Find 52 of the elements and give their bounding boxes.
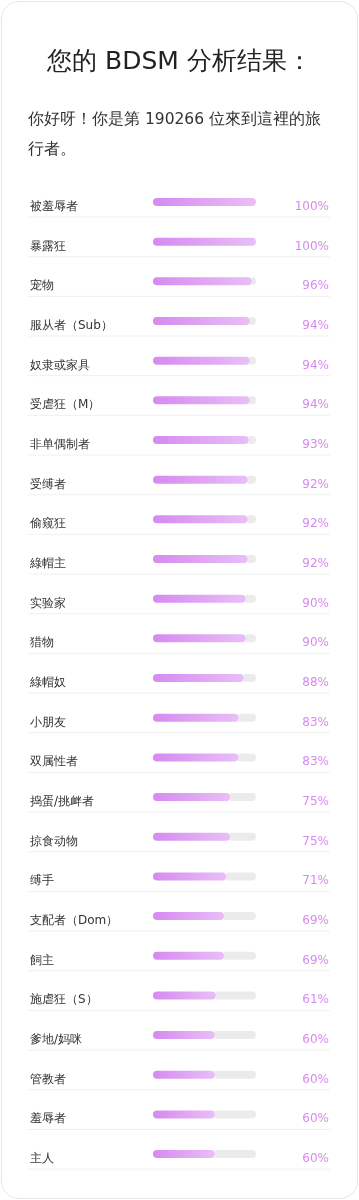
y-tick-label: 奴隶或家具 [30,357,90,372]
data-label: 100% [294,238,329,253]
data-label: 92% [302,556,329,571]
y-tick-label: 双属性者 [30,754,78,769]
y-tick-label: 小朋友 [30,714,66,729]
y-tick-label: 非单偶制者 [30,437,90,452]
data-label: 60% [302,1071,329,1086]
y-tick-label: 綠帽主 [29,556,66,571]
y-tick-label: 受虐狂（M） [30,397,101,412]
y-tick-label: 支配者（Dom） [30,913,119,928]
y-tick-label: 宠物 [30,278,54,293]
data-label: 69% [302,913,329,928]
data-label: 92% [302,476,329,491]
y-tick-label: 服从者（Sub） [30,318,113,333]
y-tick-label: 施虐狂（S） [30,992,98,1007]
data-label: 88% [302,675,329,690]
data-label: 90% [302,595,329,610]
data-label: 83% [302,754,329,769]
y-tick-label: 爹地/妈咪 [30,1032,83,1047]
data-label: 71% [302,873,329,888]
data-label: 69% [302,952,329,967]
y-tick-label: 綠帽奴 [29,675,66,690]
data-label: 94% [302,397,329,412]
y-tick-label: 被羞辱者 [30,199,78,213]
y-tick-label: 偷窥狂 [30,516,66,531]
y-tick-label: 暴露狂 [30,238,66,253]
y-tick-label: 主人 [30,1151,54,1166]
y-tick-label: 管教者 [30,1071,66,1086]
data-label: 93% [302,437,329,452]
data-label: 100% [294,199,329,213]
y-tick-label: 羞辱者 [30,1111,66,1126]
chart-title: 您的 BDSM 分析结果： [46,45,313,77]
y-tick-label: 受缚者 [30,476,66,491]
y-tick-label: 飼主 [30,952,54,967]
y-tick-label: 缚手 [30,873,54,888]
data-label: 83% [302,714,329,729]
data-label: 60% [302,1032,329,1047]
data-label: 75% [302,794,329,809]
data-label: 60% [302,1111,329,1126]
data-label: 75% [302,833,329,848]
data-label: 96% [302,278,329,293]
y-tick-label: 实验家 [30,595,66,610]
data-label: 92% [302,516,329,531]
data-label: 94% [302,357,329,372]
y-tick-label: 掠食动物 [30,833,78,848]
data-label: 61% [302,992,329,1007]
y-tick-label: 猎物 [30,635,54,650]
data-label: 60% [302,1151,329,1166]
data-label: 90% [302,635,329,650]
data-label: 94% [302,318,329,333]
chart-subtitle: 你好呀！你是第 190266 位來到這裡的旅行者。 [28,109,323,160]
y-tick-label: 捣蛋/挑衅者 [30,794,95,809]
